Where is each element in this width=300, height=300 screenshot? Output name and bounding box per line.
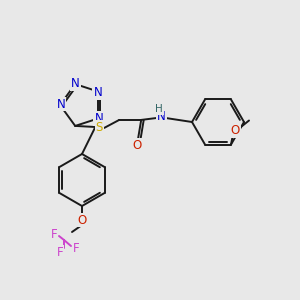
Text: S: S	[95, 122, 103, 134]
Text: N: N	[157, 110, 166, 123]
Text: O: O	[77, 214, 87, 226]
Text: F: F	[51, 227, 57, 241]
Text: N: N	[94, 112, 103, 125]
Text: N: N	[71, 76, 80, 90]
Text: N: N	[57, 98, 65, 110]
Text: F: F	[57, 245, 63, 259]
Text: H: H	[155, 104, 163, 114]
Text: O: O	[133, 140, 142, 152]
Text: N: N	[93, 85, 102, 99]
Text: F: F	[73, 242, 79, 254]
Text: O: O	[230, 124, 240, 137]
